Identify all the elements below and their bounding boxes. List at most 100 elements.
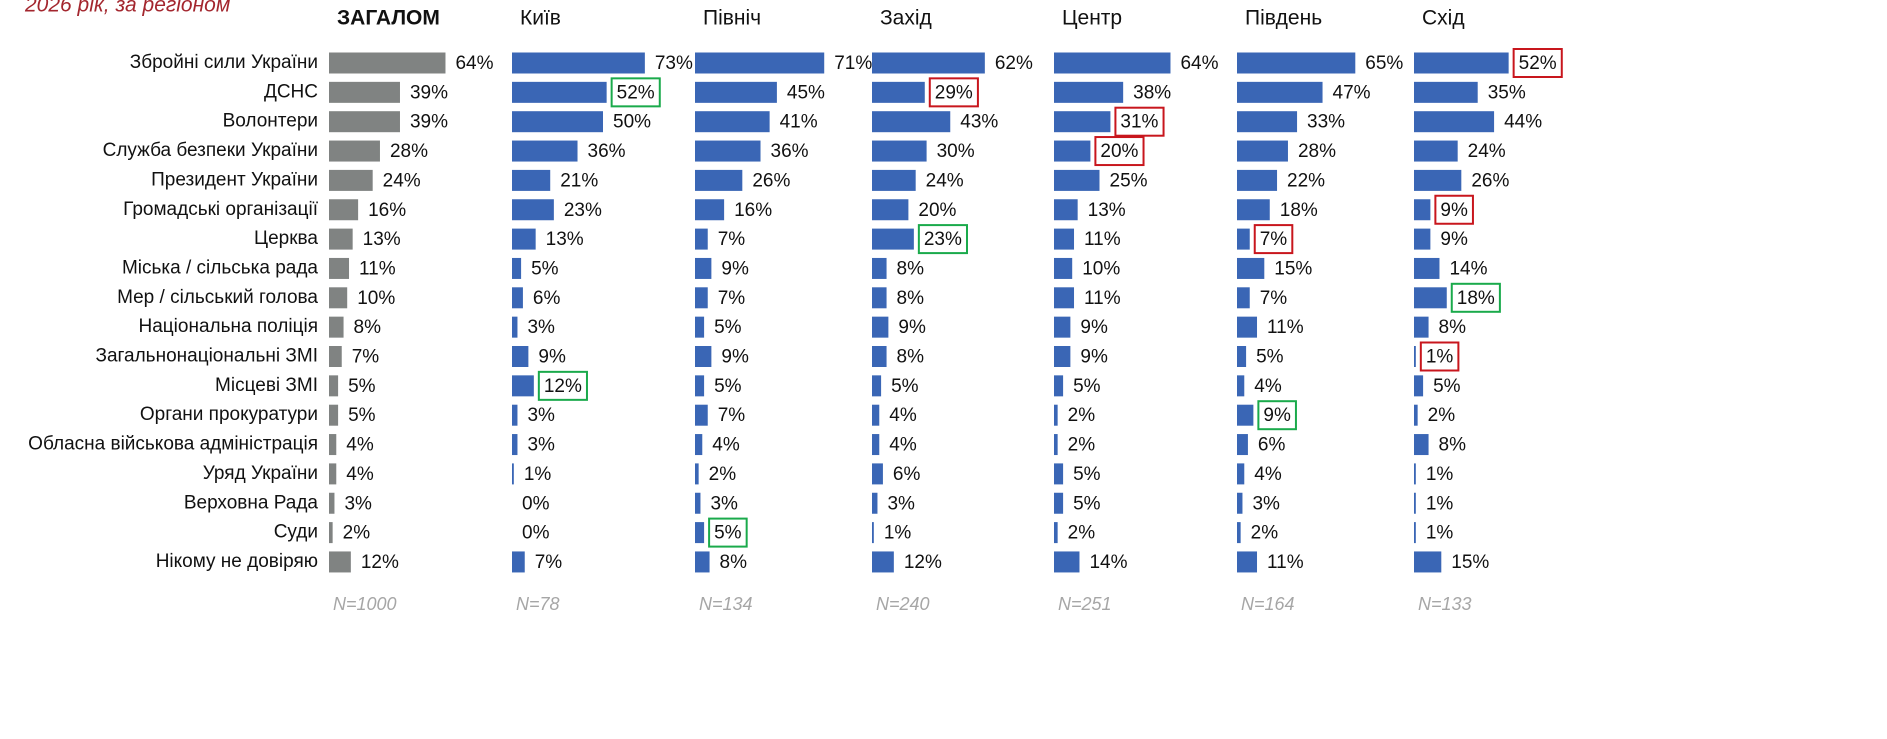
bar [1237,375,1245,397]
value-label: 5% [1073,464,1101,485]
bar [512,199,554,221]
bar [1237,140,1288,162]
value-label: 8% [1439,435,1467,456]
value-label: 18% [1280,200,1318,221]
bar [1414,522,1416,544]
bar [512,346,529,367]
highlight-box [928,77,979,108]
bar [512,140,578,162]
bar [512,434,518,456]
value-label: 7% [718,288,746,309]
bar [1414,375,1424,397]
bar [695,199,725,221]
panel-title: ЗАГАЛОМ [337,7,440,30]
bar [512,463,514,485]
bar [1054,287,1075,309]
panel-title: Північ [703,7,761,30]
bar [1414,111,1495,133]
bar [329,434,337,456]
value-label: 7% [1260,229,1288,250]
bar [512,111,603,133]
value-label: 36% [588,141,626,162]
value-label: 12% [544,376,582,397]
bar [1237,346,1247,367]
value-label: 3% [527,405,555,426]
value-label: 15% [1274,258,1312,279]
bar [1237,169,1278,191]
bar [329,199,359,221]
value-label: 4% [1254,376,1282,397]
bar [512,375,534,397]
bar [872,316,889,338]
value-label: 5% [1256,347,1284,368]
bar [1237,111,1298,133]
value-label: 5% [348,405,376,426]
value-label: 28% [390,141,428,162]
highlight-box [610,77,661,108]
bar [695,522,705,544]
category-label: Обласна військова адміністрація [28,434,318,455]
bar [329,52,446,74]
value-label: 5% [1433,376,1461,397]
category-label: Верховна Рада [184,492,319,513]
value-label: 6% [533,288,561,309]
bar [329,463,337,485]
bar [695,551,710,573]
bar [872,434,880,456]
value-label: 24% [383,170,421,191]
bar [1054,140,1091,162]
bar [1237,228,1250,250]
bar [1237,199,1270,221]
bar [1054,375,1064,397]
bar [329,551,351,573]
category-label: Нікому не довіряю [156,551,318,572]
value-label: 10% [1082,258,1120,279]
value-label: 29% [935,82,973,103]
value-label: 52% [617,82,655,103]
value-label: 2% [1251,523,1279,544]
category-label: Міська / сільська рада [122,257,318,278]
value-label: 50% [613,112,651,133]
bar [329,522,333,544]
value-label: 64% [1180,53,1218,74]
value-label: 2% [1068,523,1096,544]
value-label: 2% [343,523,371,544]
bar [695,140,761,162]
highlight-box [537,370,588,401]
value-label: 13% [363,229,401,250]
bar [695,228,708,250]
value-label: 39% [410,82,448,103]
category-label: Президент України [151,169,318,190]
value-label: 9% [538,347,566,368]
bar [329,140,380,162]
bar [512,287,523,309]
category-label: Уряд України [203,463,318,484]
value-label: 41% [780,112,818,133]
sample-size: N=133 [1418,594,1472,614]
value-label: 2% [709,464,737,485]
panel-title: Південь [1245,7,1322,30]
sample-size: N=251 [1058,594,1112,614]
value-label: 4% [889,435,917,456]
bar [1414,492,1416,514]
bar [695,316,705,338]
value-label: 38% [1133,82,1171,103]
bar [695,287,708,309]
value-label: 4% [346,464,374,485]
panel-title: Київ [520,7,561,30]
bar [1237,522,1241,544]
value-label: 22% [1287,170,1325,191]
bar [1414,551,1442,573]
bar [1054,257,1073,279]
value-label: 9% [1080,317,1108,338]
value-label: 11% [1084,229,1121,250]
bar [695,492,701,514]
value-label: 5% [1073,376,1101,397]
value-label: 0% [522,493,550,514]
category-label: Церква [254,228,318,249]
value-label: 4% [1254,464,1282,485]
bar [1237,434,1248,456]
subtitle: 2026 рік, за регіоном [24,0,230,17]
value-label: 44% [1504,112,1542,133]
value-label: 4% [346,435,374,456]
